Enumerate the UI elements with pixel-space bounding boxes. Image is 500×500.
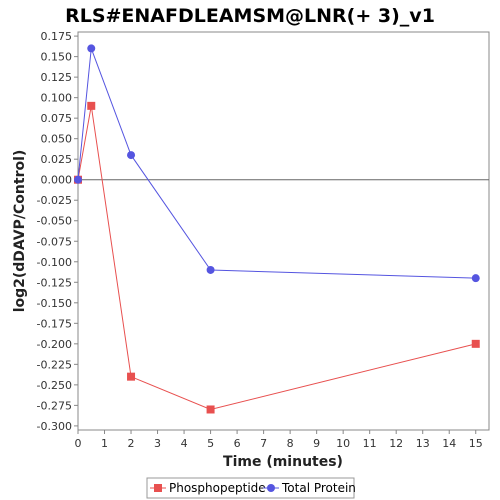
y-tick-label: -0.175 (37, 317, 72, 330)
x-tick-label: 0 (75, 437, 82, 450)
y-tick-label: -0.300 (37, 420, 72, 433)
x-tick-label: 12 (389, 437, 403, 450)
x-tick-label: 13 (416, 437, 430, 450)
x-tick-label: 10 (336, 437, 350, 450)
data-point-total-protein (127, 151, 136, 160)
legend-box (146, 477, 355, 499)
chart-title: RLS#ENAFDLEAMSM@LNR(+ 3)_v1 (65, 5, 435, 27)
data-point-phosphopeptide (127, 372, 136, 381)
x-axis-title: Time (minutes) (223, 454, 343, 470)
y-tick-label: 0.100 (41, 92, 73, 105)
x-tick-label: 5 (207, 437, 214, 450)
x-tick-label: 1 (101, 437, 108, 450)
y-tick-label: -0.100 (37, 256, 72, 269)
data-point-total-protein (471, 274, 480, 283)
y-tick-label: 0.150 (41, 51, 73, 64)
legend: Phosphopeptide Total Protein (146, 477, 356, 499)
data-point-phosphopeptide (206, 405, 215, 414)
y-tick-label: -0.200 (37, 338, 72, 351)
y-tick-label: -0.125 (37, 276, 72, 289)
data-point-phosphopeptide (87, 101, 96, 110)
x-tick-label: 9 (313, 437, 320, 450)
y-axis: 0.175 0.150 0.125 0.100 0.075 0.050 0.025 0.000… (37, 30, 78, 433)
y-tick-label: 0.050 (41, 133, 73, 146)
x-tick-label: 14 (442, 437, 456, 450)
x-tick-label: 3 (154, 437, 161, 450)
y-tick-label: 0.075 (41, 112, 73, 125)
series-layer (74, 44, 480, 414)
x-tick-label: 11 (363, 437, 377, 450)
y-tick-label: -0.250 (37, 379, 72, 392)
legend-marker-total-protein (267, 484, 275, 492)
x-tick-label: 2 (128, 437, 135, 450)
y-tick-label: 0.025 (41, 153, 73, 166)
data-point-phosphopeptide (471, 339, 480, 348)
legend-marker-phosphopeptide (154, 484, 162, 492)
x-tick-label: 7 (260, 437, 267, 450)
legend-label-total-protein: Total Protein (281, 481, 356, 495)
data-point-total-protein (87, 44, 96, 53)
y-tick-label: 0.175 (41, 30, 73, 43)
data-point-total-protein (206, 265, 215, 274)
y-tick-label: -0.075 (37, 235, 72, 248)
x-tick-label: 15 (469, 437, 483, 450)
y-tick-label: 0.125 (41, 71, 73, 84)
y-tick-label: 0.000 (41, 174, 73, 187)
x-tick-label: 8 (287, 437, 294, 450)
y-tick-label: -0.050 (37, 215, 72, 228)
x-axis: 0 1 2 3 4 5 6 7 8 9 10 11 12 13 14 15 (75, 430, 483, 450)
legend-label-phosphopeptide: Phosphopeptide (169, 481, 266, 495)
y-tick-label: -0.150 (37, 297, 72, 310)
y-axis-title: log2(dDAVP/Control) (12, 150, 28, 313)
x-tick-label: 6 (234, 437, 241, 450)
x-tick-label: 4 (181, 437, 188, 450)
y-tick-label: -0.025 (37, 194, 72, 207)
data-point-total-protein (74, 175, 82, 184)
y-tick-label: -0.225 (37, 358, 72, 371)
plot-area (77, 31, 490, 431)
y-tick-label: -0.275 (37, 399, 72, 412)
